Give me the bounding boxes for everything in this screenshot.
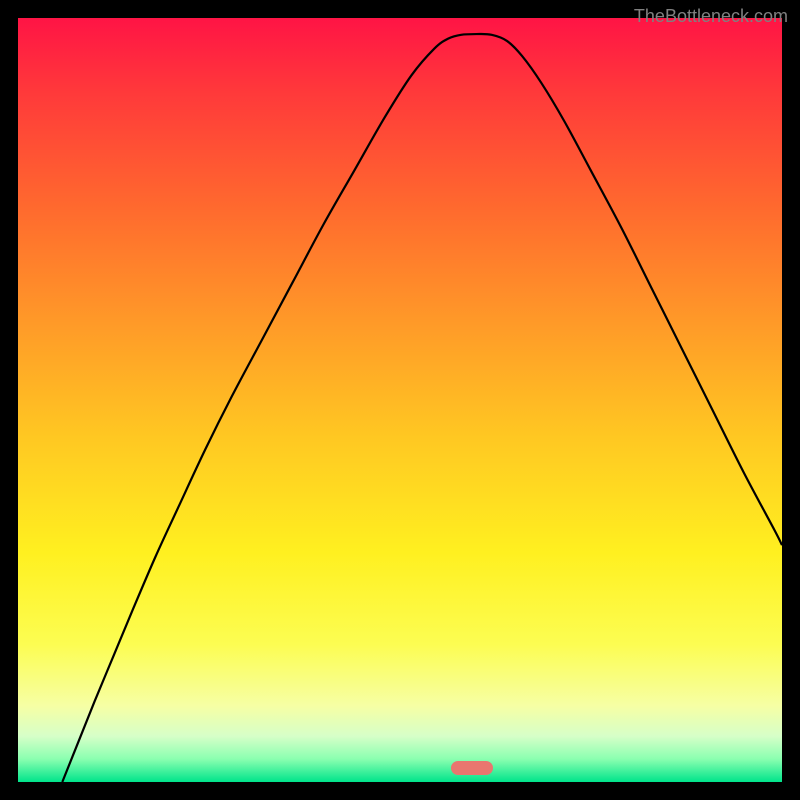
chart-plot-area xyxy=(18,18,782,782)
minimum-marker xyxy=(451,761,493,775)
watermark-text: TheBottleneck.com xyxy=(634,6,788,27)
bottleneck-curve xyxy=(18,18,782,782)
